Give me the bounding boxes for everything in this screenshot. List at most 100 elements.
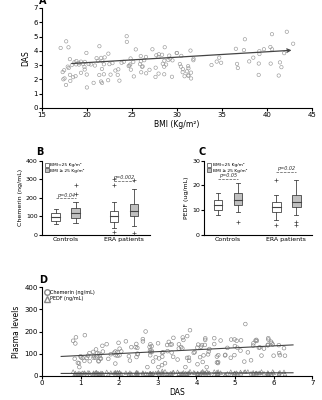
Point [149,343,154,349]
Point [147,370,153,376]
X-axis label: DAS: DAS [169,388,185,396]
Point [214,369,220,375]
Point [254,370,259,376]
Point [82,358,87,364]
Point [290,40,296,47]
Point [147,370,153,377]
Point [171,369,176,375]
Point [254,337,259,343]
Point [116,66,121,72]
Point [253,370,258,376]
Point [117,369,122,376]
Point [179,53,184,59]
Point [95,58,100,64]
Point [86,61,91,67]
Point [91,370,96,376]
Point [135,345,140,351]
Point [175,369,180,375]
Point [181,337,186,343]
Point [134,341,139,347]
Point [174,50,179,56]
Point [80,61,86,67]
Point [85,352,90,359]
Point [135,351,140,358]
Point [73,370,78,376]
Point [192,370,197,376]
Point [149,347,154,354]
Point [126,371,131,377]
Point [131,59,136,65]
Point [167,52,172,59]
Point [198,344,204,350]
Point [113,352,118,358]
Point [127,358,132,364]
Point [101,71,107,78]
Point [79,58,84,65]
Point [234,61,240,67]
Point [134,369,139,376]
Point [85,369,90,376]
Point [99,78,104,85]
Point [145,364,150,370]
Point [140,370,146,376]
Point [87,372,92,378]
Point [133,344,138,350]
Point [219,60,224,66]
Point [117,78,122,84]
Point [147,344,152,350]
Point [134,369,139,376]
Point [115,349,120,356]
Point [96,358,101,364]
Point [232,370,237,376]
Point [113,369,118,376]
Point [218,370,223,376]
Point [97,371,102,377]
Point [188,70,194,76]
Point [108,369,113,376]
Point [66,65,71,71]
Point [228,354,233,361]
Point [235,65,241,71]
Point [101,61,107,68]
Point [140,338,146,344]
Point [97,352,102,359]
Point [112,350,117,356]
Point [140,370,146,376]
Point [147,352,153,358]
Point [165,342,170,348]
Point [138,53,143,59]
Point [84,371,90,378]
Point [168,341,173,348]
Point [169,349,174,356]
Point [90,371,96,377]
Point [94,55,99,61]
Point [68,78,73,84]
Point [115,72,120,78]
Point [171,354,176,360]
Point [200,368,205,374]
Point [159,52,165,58]
Point [265,371,270,377]
Point [282,352,288,359]
Point [76,61,81,68]
Point [214,359,220,366]
Point [153,370,158,376]
Point [176,370,181,377]
Point [195,344,200,351]
Legend: BMI<25 Kg/m², BMI ≥ 25 Kg/m²: BMI<25 Kg/m², BMI ≥ 25 Kg/m² [206,163,247,173]
Point [217,54,222,61]
Text: C: C [199,147,206,157]
Point [276,342,281,348]
Point [156,70,161,77]
Point [87,370,92,376]
Point [110,60,115,66]
Point [232,336,237,343]
Point [215,360,221,366]
Point [156,340,161,346]
Point [205,351,211,358]
Point [277,350,282,356]
Point [266,371,271,377]
Point [162,64,167,70]
Point [153,64,158,71]
Point [113,360,118,367]
